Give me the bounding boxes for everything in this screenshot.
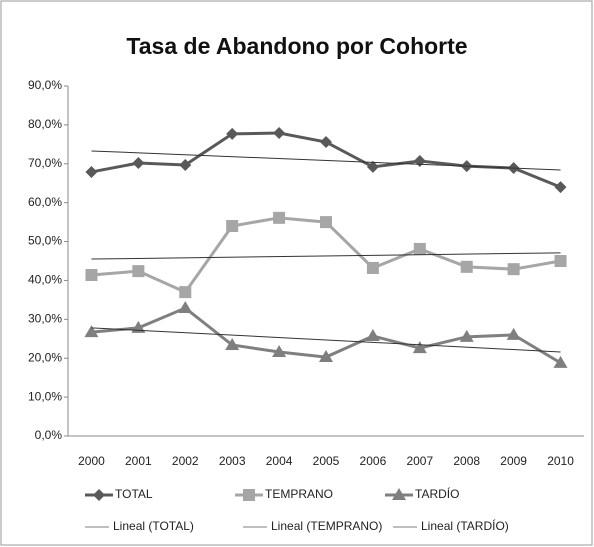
legend-label: Lineal (TEMPRANO): [271, 519, 382, 533]
point: [84, 325, 99, 338]
x-tick-label: 2005: [313, 454, 340, 468]
x-tick-label: 2001: [125, 454, 152, 468]
point: [273, 211, 286, 224]
point: [225, 338, 240, 350]
legend-label: Lineal (TOTAL): [113, 519, 194, 533]
point: [554, 181, 567, 194]
y-tick-label: 70,0%: [28, 156, 62, 170]
x-tick-label: 2002: [172, 454, 199, 468]
point: [85, 269, 98, 281]
y-tick-label: 10,0%: [28, 389, 62, 403]
point: [553, 355, 568, 368]
trend-line: [91, 150, 561, 171]
y-tick-label: 20,0%: [28, 350, 62, 364]
legend-label: TARDÍO: [415, 486, 459, 501]
point: [366, 160, 379, 173]
point: [459, 329, 474, 342]
point: [226, 127, 239, 140]
point: [179, 158, 192, 171]
x-tick-label: 2006: [360, 454, 387, 468]
point: [320, 136, 332, 148]
x-tick-label: 2010: [547, 454, 574, 468]
chart-title: Tasa de Abandono por Cohorte: [126, 33, 467, 59]
legend-marker: [392, 488, 406, 500]
point: [319, 350, 333, 363]
point: [460, 260, 473, 273]
point: [412, 341, 427, 354]
legend-marker: [93, 489, 105, 501]
y-tick-label: 0,0%: [35, 428, 63, 442]
point: [85, 165, 98, 178]
point: [366, 262, 379, 274]
trend-line: [91, 327, 561, 353]
x-tick-label: 2004: [266, 454, 293, 468]
x-tick-label: 2000: [78, 454, 105, 468]
point: [132, 265, 145, 278]
point: [179, 286, 192, 299]
x-tick-label: 2009: [500, 454, 527, 468]
y-tick-label: 50,0%: [28, 234, 62, 248]
point: [365, 329, 380, 342]
point: [320, 216, 332, 229]
x-tick-label: 2008: [453, 454, 480, 468]
trend-line: [91, 252, 561, 260]
point: [226, 220, 239, 232]
x-tick-label: 2003: [219, 454, 246, 468]
point: [506, 327, 521, 340]
legend-label: TOTAL: [115, 487, 153, 501]
y-tick-label: 90,0%: [28, 78, 62, 92]
point: [413, 242, 426, 255]
point: [178, 301, 193, 314]
y-tick-label: 80,0%: [28, 117, 62, 131]
y-tick-label: 60,0%: [28, 195, 62, 209]
legend-marker: [243, 489, 255, 501]
point: [273, 127, 286, 140]
point: [272, 345, 287, 357]
point: [132, 157, 145, 169]
y-tick-label: 40,0%: [28, 273, 62, 287]
x-tick-label: 2007: [406, 454, 433, 468]
point: [554, 255, 567, 267]
point: [507, 263, 520, 276]
legend-label: TEMPRANO: [265, 487, 333, 501]
legend-label: Lineal (TARDÍO): [421, 518, 509, 533]
y-tick-label: 30,0%: [28, 312, 62, 326]
